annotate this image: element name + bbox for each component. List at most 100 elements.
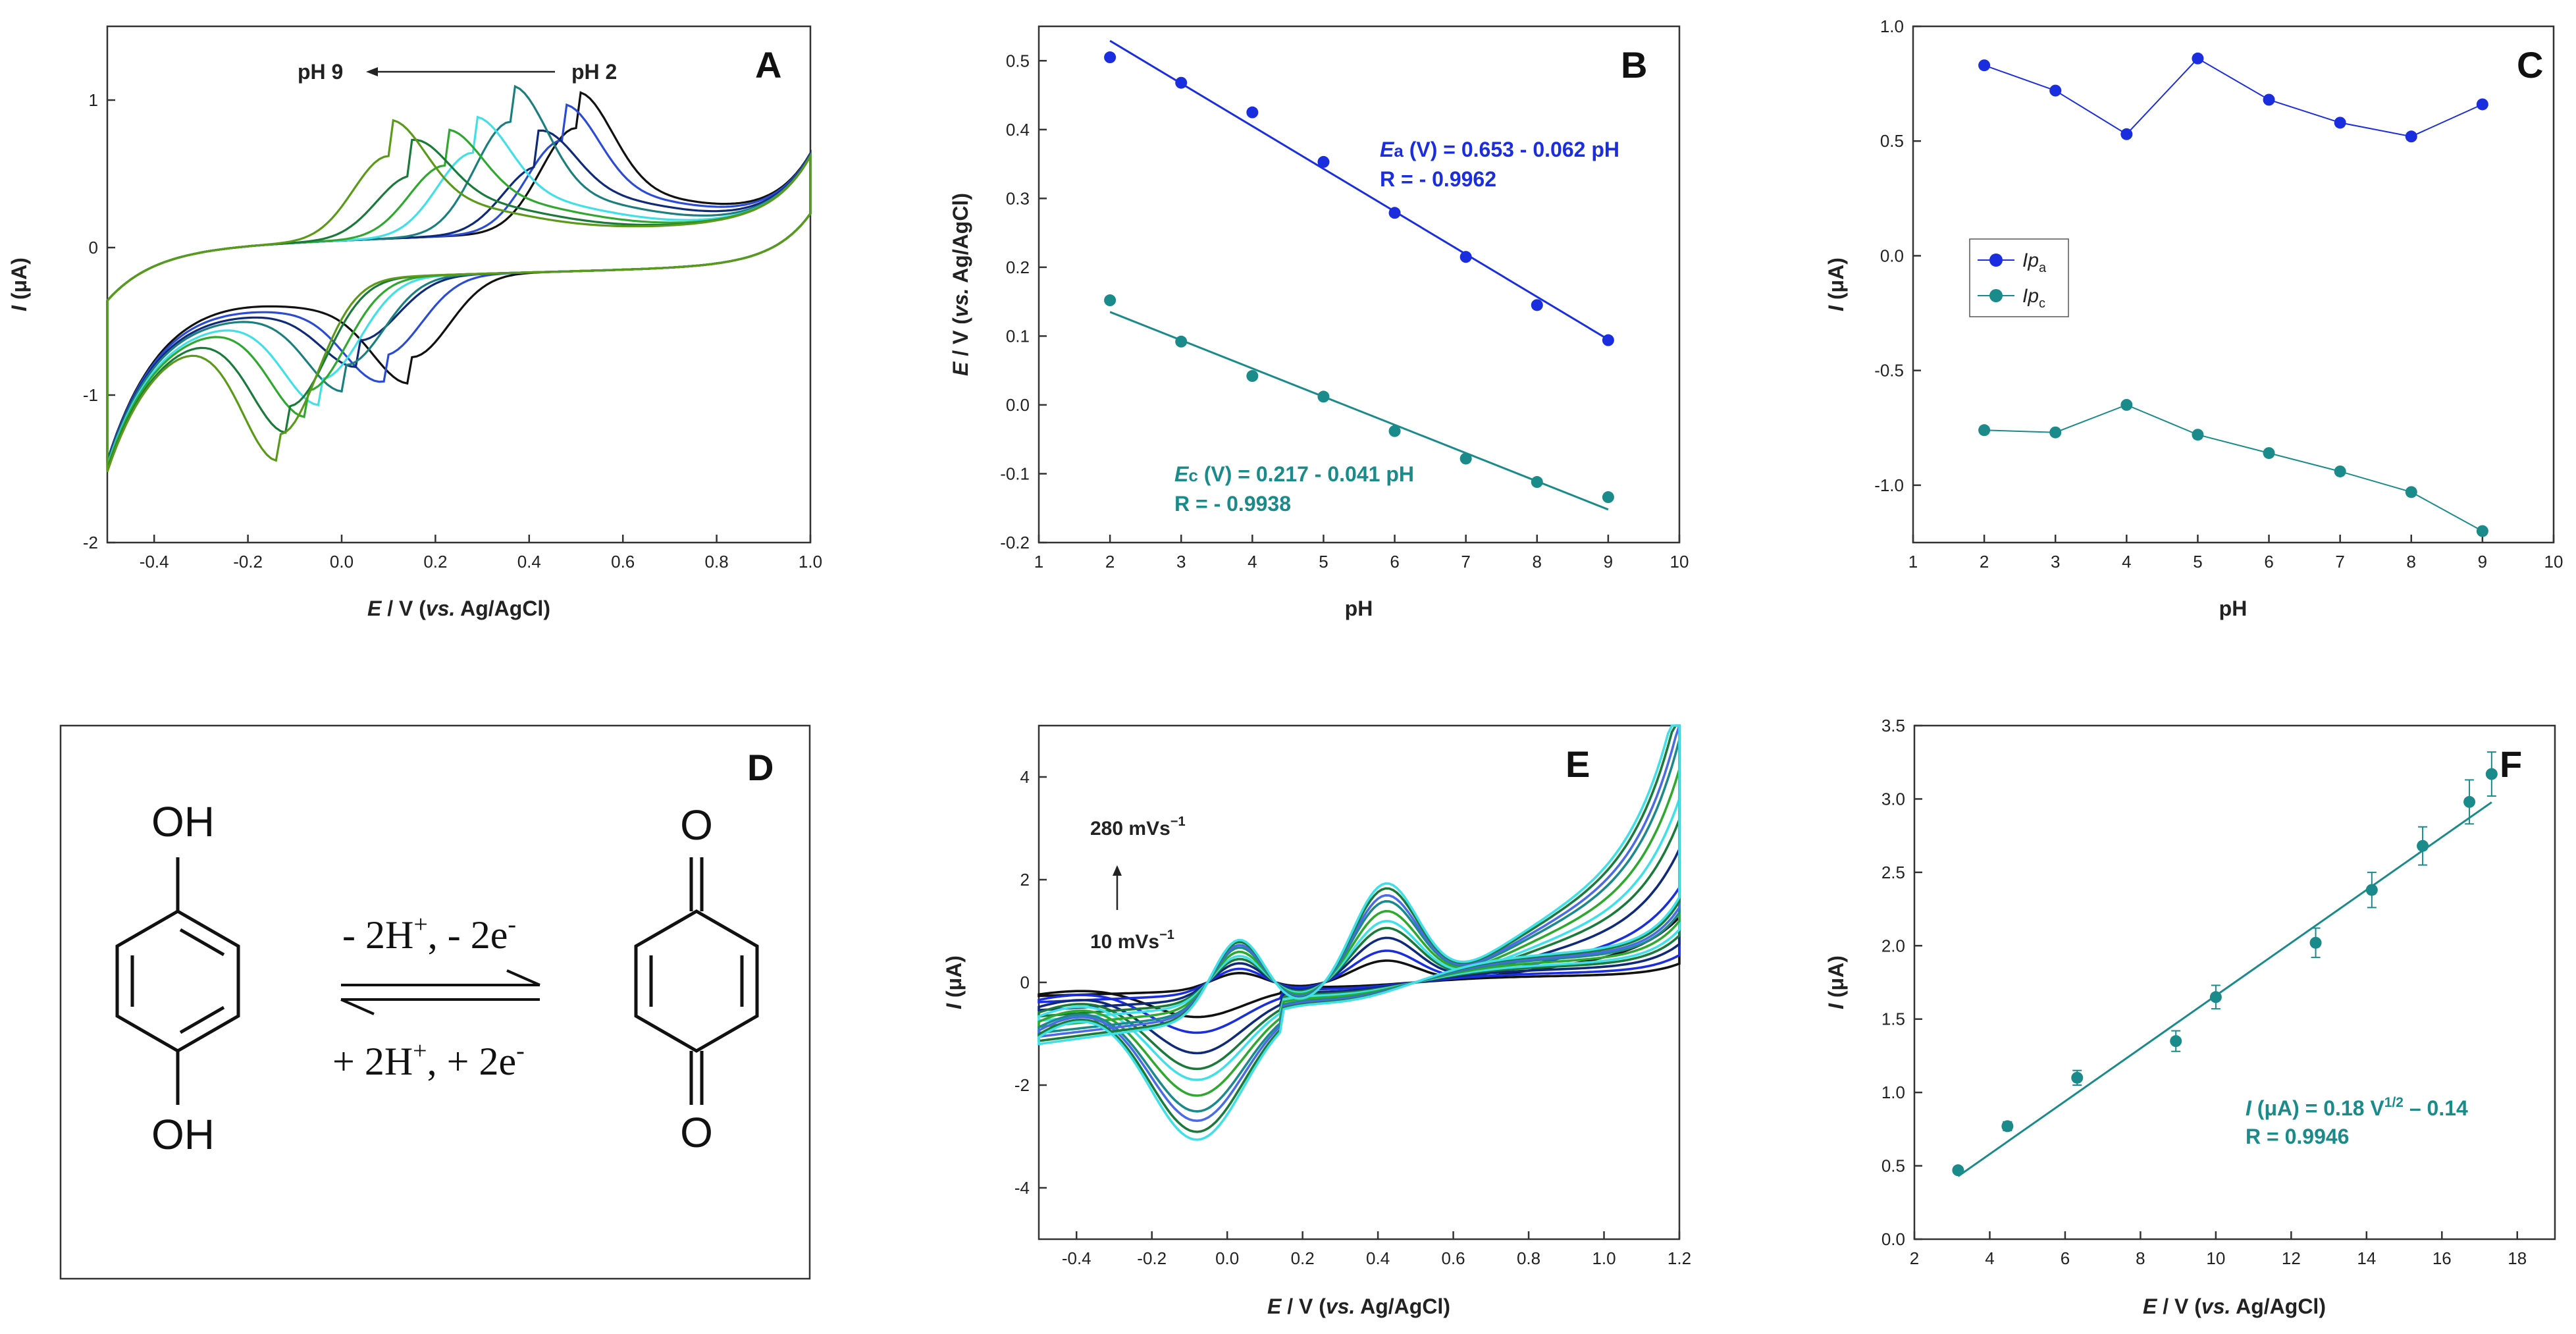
panel-c-point-ipa [2405, 130, 2417, 143]
panel-c-xtick-label: 2 [1980, 552, 1989, 572]
panel-f-point [2209, 991, 2222, 1003]
panel-f-ylabel: I (μA) [1824, 955, 1848, 1009]
panel-e-xtick-label: 0.2 [1291, 1248, 1315, 1268]
ph2-annotation: pH 2 [571, 60, 617, 84]
panel-f-point [2417, 840, 2429, 852]
panel-a-ytick-label: -2 [83, 533, 98, 552]
panel-b-point-ec [1531, 476, 1543, 489]
panel-c-xlabel: pH [2219, 597, 2247, 620]
panel-a-ylabel: I (μA) [7, 257, 31, 311]
ea-r-value: R = - 0.9962 [1380, 167, 1496, 191]
panel-c-point-ipa [2263, 93, 2275, 106]
panel-c-label: C [2517, 44, 2543, 86]
panel-a-ytick-label: -1 [83, 385, 98, 405]
panel-c-xtick-label: 5 [2193, 552, 2202, 572]
panel-a-xtick-label: -0.2 [233, 552, 263, 572]
panel-f-current-vs-sqrt-scan-rate: 2 4 6 8 10 12 14 16 18 3.5 3.0 2.5 2.0 1.5 1.0 0.5 0.0 F… [1824, 716, 2556, 1318]
panel-f-xtick-label: 2 [1910, 1248, 1919, 1268]
hydroquinone-structure [115, 857, 240, 1105]
panel-b-point-ec [1459, 452, 1472, 465]
panel-b-xlabel: pH [1345, 597, 1373, 620]
panel-b-xtick-label: 5 [1319, 552, 1328, 572]
panel-b-point-ec [1388, 425, 1401, 437]
panel-b-fit-line-ec [1109, 311, 1609, 511]
panel-c-xtick-label: 7 [2335, 552, 2344, 572]
panel-b-fit-line-ea [1109, 40, 1609, 340]
panel-b-xtick-label: 10 [1670, 552, 1689, 572]
ec-equation: Ec (V) = 0.217 - 0.041 pH [1174, 462, 1414, 486]
scan-rate-arrowhead [1113, 865, 1122, 876]
panel-b-xtick-label: 2 [1105, 552, 1115, 572]
panel-b-ytick-label: 0.4 [1006, 120, 1030, 140]
panel-e-curve-100 [1038, 768, 1681, 1097]
panel-e-cv-scan-rate: -0.4 -0.2 0.0 0.2 0.4 0.6 0.8 1.0 1.2 4 2 0 -2 -4 E 2… [942, 724, 1691, 1318]
panel-a-ytick-label: 1 [89, 90, 98, 110]
panel-d-reaction-scheme: D OH OH O O [59, 724, 811, 1280]
panel-b-ytick-label: 0.1 [1006, 326, 1030, 346]
panel-a-ytick-label: 0 [89, 238, 98, 257]
panel-f-frame [1913, 724, 2556, 1241]
panel-f-xtick-label: 16 [2432, 1248, 2452, 1268]
panel-b-xtick-label: 8 [1533, 552, 1542, 572]
panel-c-legend: Ipa Ipc [1969, 238, 2069, 317]
panel-f-xtick-label: 10 [2206, 1248, 2225, 1268]
panel-f-ytick-label: 0.0 [1881, 1229, 1905, 1249]
panel-b-point-ea [1531, 299, 1543, 311]
panel-f-point [2071, 1071, 2084, 1084]
panel-e-curve-40 [1038, 848, 1681, 1055]
panel-f-label: F [2500, 743, 2522, 785]
panel-c-point-ipc [2120, 398, 2133, 411]
oxidation-condition: - 2H+, - 2e- [342, 911, 516, 957]
panel-c-xtick-label: 6 [2264, 552, 2273, 572]
hq-top-oh: OH [151, 798, 215, 845]
panel-e-ylabel: I (μA) [942, 955, 966, 1009]
panel-e-ytick-label: -2 [1014, 1075, 1030, 1095]
panel-b-point-ec [1104, 294, 1117, 307]
panel-e-frame [1038, 724, 1681, 1241]
panel-b-label: B [1621, 44, 1647, 86]
legend-ipa-marker [1989, 253, 2003, 267]
ec-r-value: R = - 0.9938 [1174, 492, 1291, 516]
panel-a-frame [106, 25, 812, 544]
panel-e-xtick-label: 1.0 [1592, 1248, 1616, 1268]
panel-c-xtick-label: 4 [2122, 552, 2131, 572]
panel-d-label: D [747, 747, 774, 788]
panel-b-xtick-label: 7 [1461, 552, 1470, 572]
panel-c-point-ipc [2263, 447, 2275, 460]
panel-b-point-ea [1246, 106, 1259, 119]
legend-box [1969, 238, 2069, 317]
panel-e-xlabel: E / V (vs. Ag/AgCl) [1267, 1294, 1450, 1318]
legend-ipc-marker [1989, 289, 2003, 302]
panel-a-curve-ph-9 [106, 119, 812, 473]
panel-f-point [2463, 795, 2476, 808]
panel-e-curve-20 [1038, 884, 1681, 1034]
panel-f-ytick-label: 1.0 [1881, 1082, 1905, 1102]
panel-a-xtick-label: 1.0 [799, 552, 822, 572]
panel-e-xtick-label: 0.8 [1517, 1248, 1540, 1268]
panel-f-xtick-label: 12 [2282, 1248, 2301, 1268]
panel-f-xtick-label: 14 [2357, 1248, 2376, 1268]
panel-c-ylabel: I (μA) [1824, 257, 1848, 311]
panel-f-ytick-label: 2.5 [1881, 863, 1905, 882]
panel-e-label: E [1565, 743, 1590, 785]
panel-c-ytick-label: 1.0 [1880, 16, 1904, 36]
panel-f-ytick-label: 2.0 [1881, 936, 1905, 955]
panel-e-curve-80 [1038, 798, 1681, 1081]
hq-bottom-oh: OH [151, 1111, 215, 1158]
panel-c-point-ipc [2334, 465, 2346, 477]
panel-e-curve-10 [1038, 914, 1681, 1019]
hydroquinone-ring [115, 909, 240, 1053]
legend-ipa-label: Ipa [2022, 250, 2047, 275]
panel-c-xtick-label: 10 [2544, 552, 2563, 572]
reverse-arrowhead [340, 998, 375, 1015]
panel-f-ytick-label: 3.5 [1881, 716, 1905, 735]
panel-a-cv-ph: -0.4 -0.2 0.0 0.2 0.4 0.6 0.8 1.010-1-2 A pH 9 … [7, 25, 822, 620]
panel-b-point-ea [1388, 207, 1401, 219]
panel-c-point-ipa [2476, 98, 2488, 111]
panel-c-ytick-label: -0.5 [1874, 361, 1904, 381]
panel-f-point [2170, 1035, 2182, 1048]
benzoquinone-ring [634, 909, 759, 1053]
panel-b-point-ea [1317, 155, 1330, 168]
ea-equation: Ea (V) = 0.653 - 0.062 pH [1380, 138, 1619, 161]
panel-a-xtick-label: 0.0 [330, 552, 354, 572]
